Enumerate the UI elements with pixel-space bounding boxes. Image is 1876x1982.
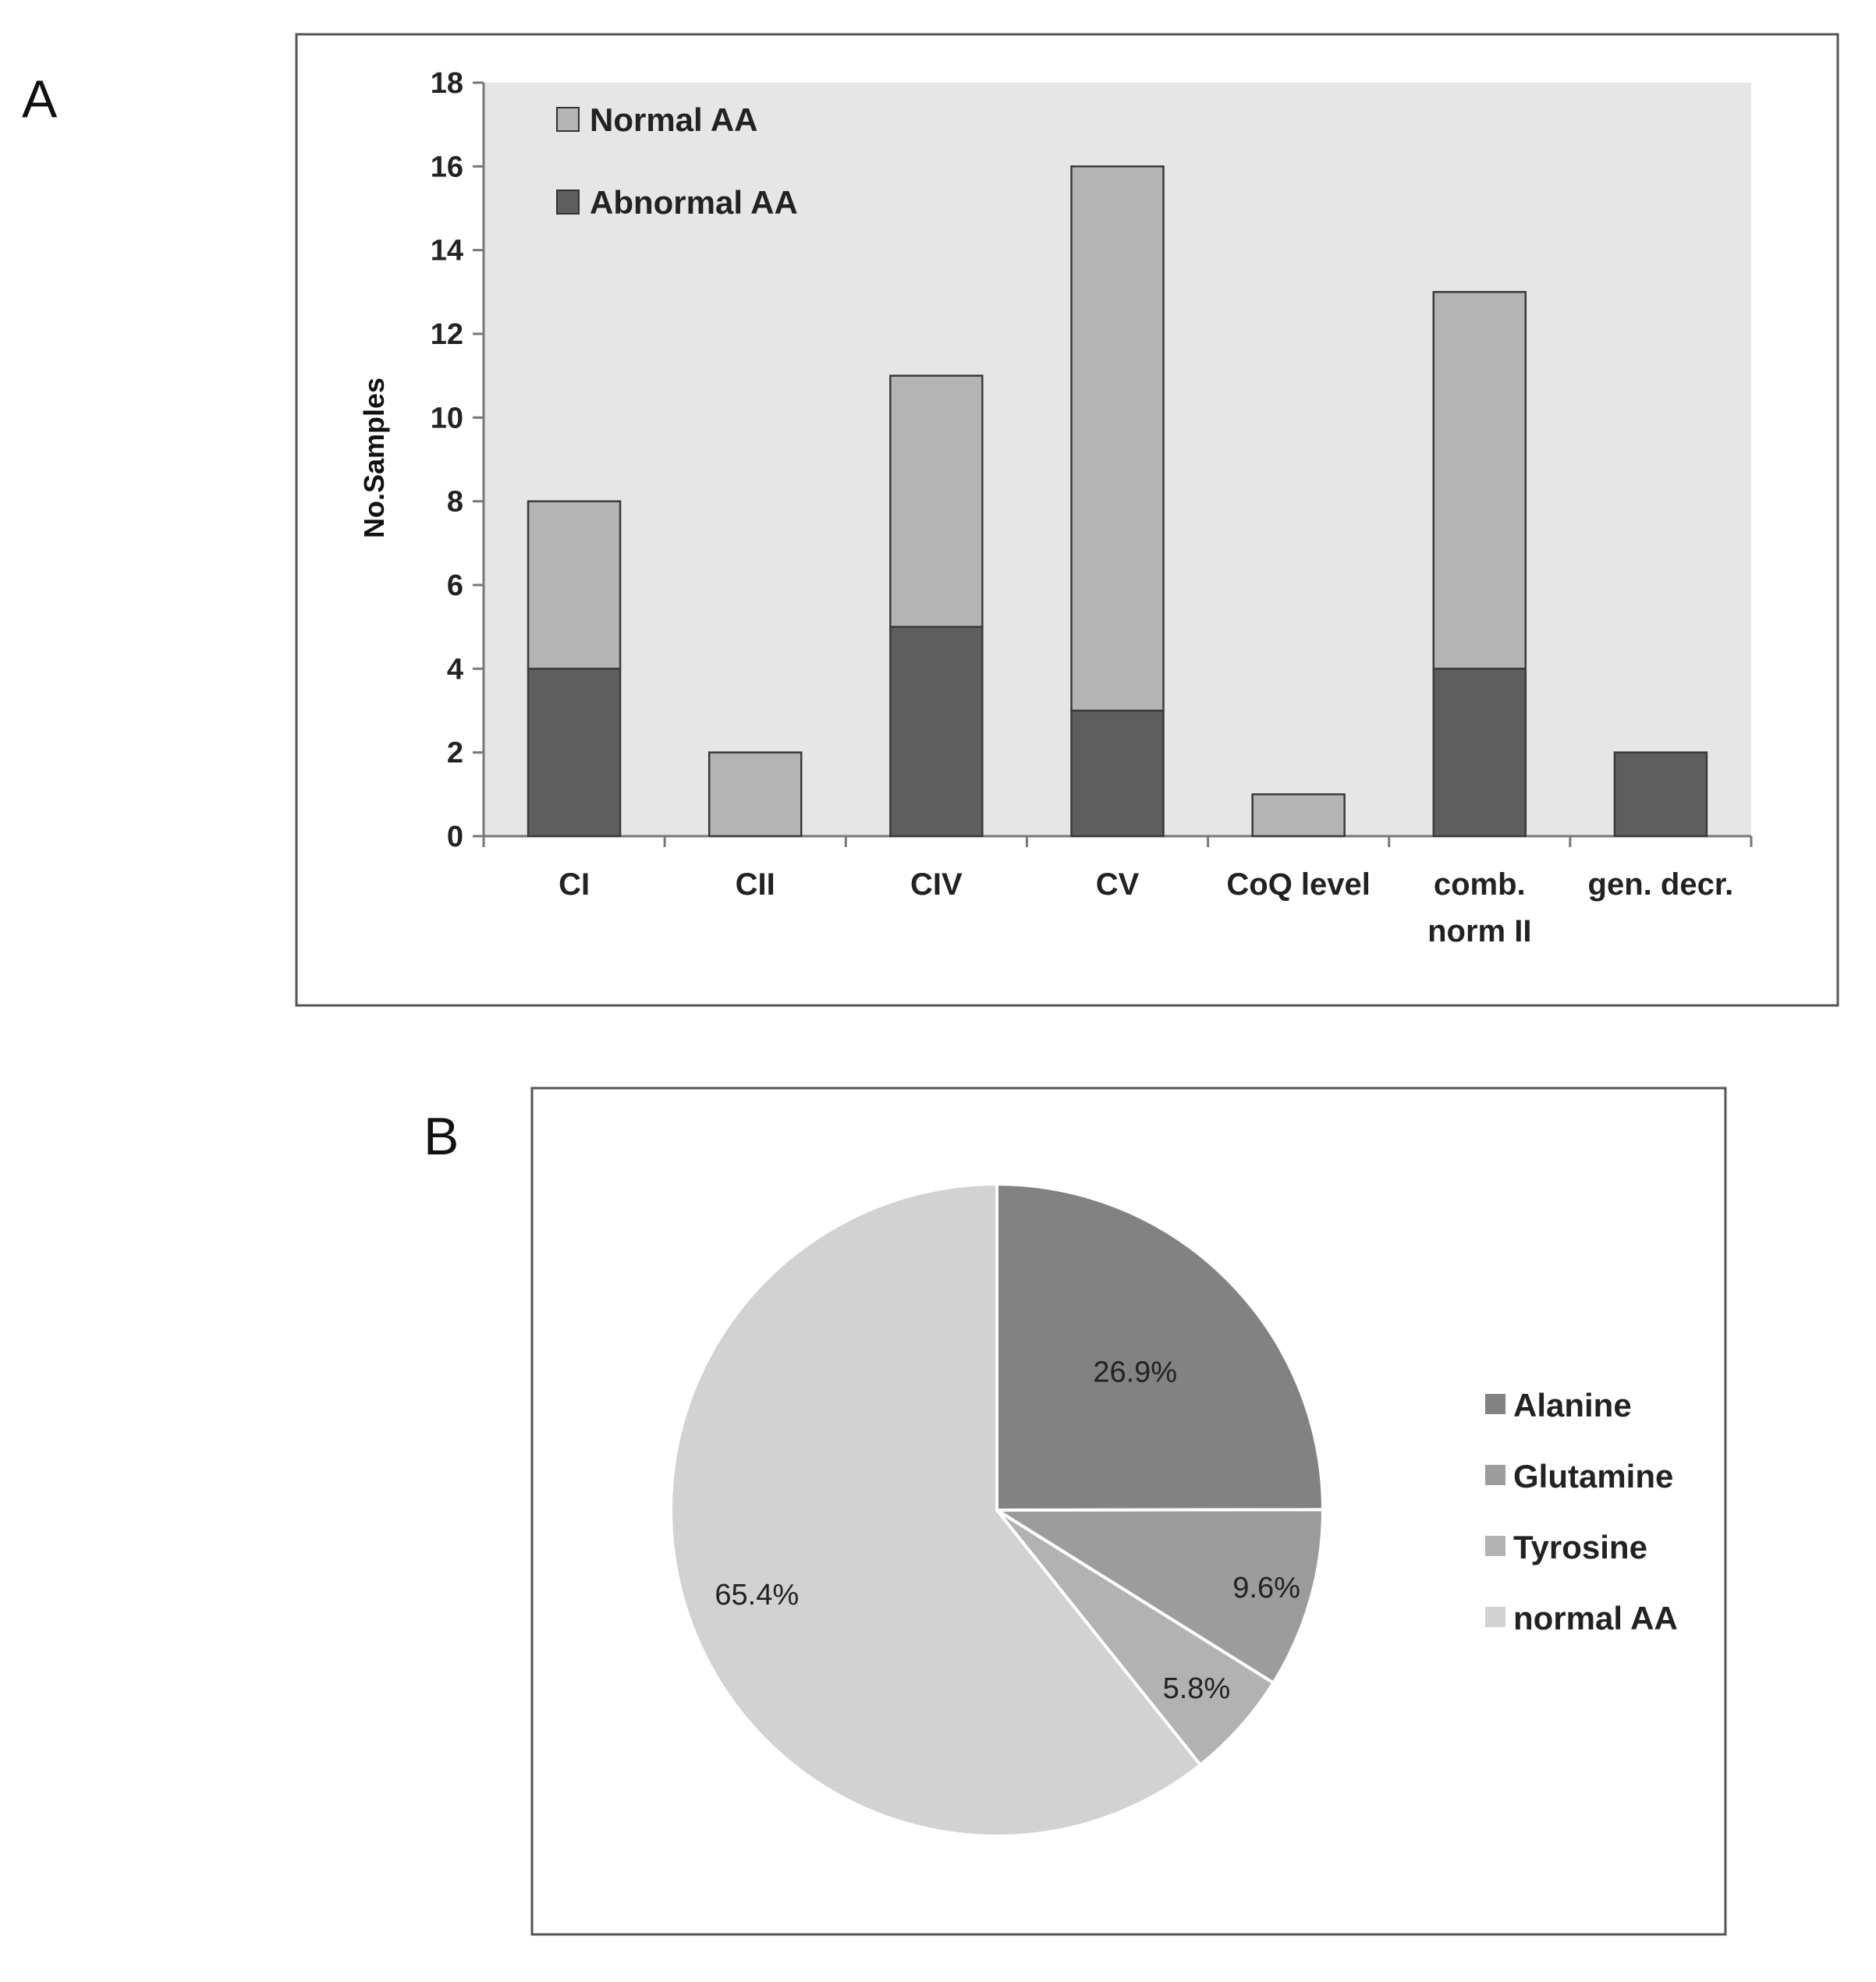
- legend-swatch: [1485, 1536, 1505, 1556]
- bar-normal: [527, 500, 622, 670]
- legend-swatch: [1485, 1394, 1505, 1414]
- legend-swatch: [1485, 1465, 1505, 1485]
- x-category-label: CIV: [910, 867, 963, 902]
- y-tick-label: 16: [431, 151, 463, 183]
- pie-data-label: 9.6%: [1232, 1572, 1300, 1604]
- y-tick-label: 4: [447, 653, 463, 686]
- x-category-label: comb.: [1434, 867, 1526, 902]
- y-tick-label: 12: [431, 318, 463, 351]
- bar-normal: [1432, 291, 1527, 670]
- pie-slice: [995, 1509, 1276, 1767]
- bar-abnormal: [1432, 668, 1527, 838]
- x-axis-a: CI CII CIV CV CoQ level comb. norm II gen. decr…: [482, 836, 1753, 948]
- y-tick-label: 18: [431, 67, 463, 100]
- bar-abnormal: [1613, 751, 1708, 838]
- pie-slice: [669, 1182, 1203, 1838]
- legend-a: Normal AA Abnormal AA: [556, 101, 798, 221]
- bar-abnormal: [889, 626, 984, 838]
- bar-abnormal: [1070, 709, 1165, 838]
- pie-slice: [995, 1182, 1325, 1512]
- legend-swatch: [556, 190, 580, 215]
- bar-abnormal: [527, 668, 622, 838]
- y-tick-label: 6: [447, 569, 463, 602]
- legend-swatch: [556, 107, 580, 132]
- legend-b: Alanine Glutamine Tyrosine normal AA: [1485, 1387, 1678, 1636]
- bar-normal: [889, 374, 984, 628]
- y-axis-a: 0 2 4 6 8 10 12 14 16 18: [431, 67, 1751, 853]
- legend-label: normal AA: [1513, 1600, 1678, 1636]
- legend-label: Normal AA: [590, 101, 757, 138]
- pie-slice: [991, 1508, 1325, 1686]
- legend-swatch: [1485, 1607, 1505, 1627]
- bars-a: [527, 165, 1708, 838]
- legend-label: Tyrosine: [1513, 1529, 1647, 1565]
- y-tick-label: 2: [447, 737, 463, 770]
- panel-label-b: B: [424, 1107, 459, 1166]
- pie-data-label: 65.4%: [715, 1579, 799, 1611]
- bar-normal: [1070, 165, 1165, 712]
- y-tick-label: 14: [431, 235, 463, 268]
- x-category-label: CI: [559, 867, 590, 902]
- panel-label-a: A: [22, 69, 58, 129]
- legend-label: Abnormal AA: [590, 184, 798, 221]
- pie-data-label: 5.8%: [1163, 1672, 1231, 1705]
- x-category-label: CII: [736, 867, 775, 902]
- y-tick-label: 0: [447, 821, 463, 853]
- bar-normal: [707, 751, 803, 838]
- y-tick-label: 10: [431, 402, 463, 434]
- legend-label: Glutamine: [1513, 1458, 1673, 1494]
- pie-b: 26.9% 9.6% 5.8% 65.4%: [669, 1182, 1325, 1838]
- x-category-label: gen. decr.: [1588, 867, 1734, 902]
- y-tick-label: 8: [447, 486, 463, 519]
- y-axis-title: No.Samples: [358, 378, 390, 538]
- legend-label: Alanine: [1513, 1387, 1632, 1424]
- x-category-label: CV: [1096, 867, 1140, 902]
- pie-data-label: 26.9%: [1093, 1356, 1177, 1389]
- x-category-label: norm II: [1427, 914, 1531, 948]
- bar-normal: [1251, 793, 1346, 838]
- x-category-label: CoQ level: [1226, 867, 1371, 902]
